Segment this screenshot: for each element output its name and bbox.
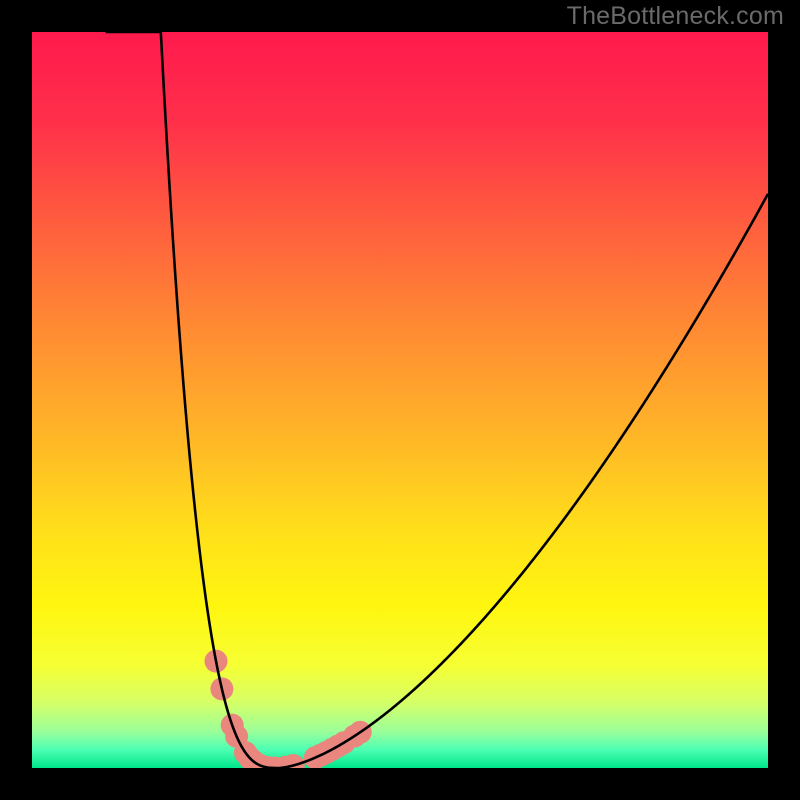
plot-area xyxy=(32,32,768,768)
watermark-text: TheBottleneck.com xyxy=(567,2,784,31)
bottleneck-curve xyxy=(106,32,768,768)
curve-layer xyxy=(32,32,768,768)
marker-group xyxy=(205,650,372,768)
